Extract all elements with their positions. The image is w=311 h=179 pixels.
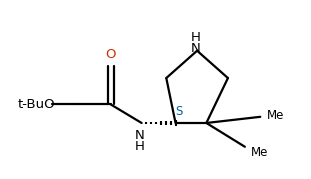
Text: O: O [105,48,116,61]
Text: N: N [135,129,145,142]
Text: Me: Me [251,146,268,159]
Text: N: N [191,42,201,55]
Text: H: H [191,31,201,44]
Text: H: H [135,140,145,153]
Text: t-BuO: t-BuO [18,98,56,111]
Text: S: S [175,105,182,118]
Text: Me: Me [267,108,284,122]
